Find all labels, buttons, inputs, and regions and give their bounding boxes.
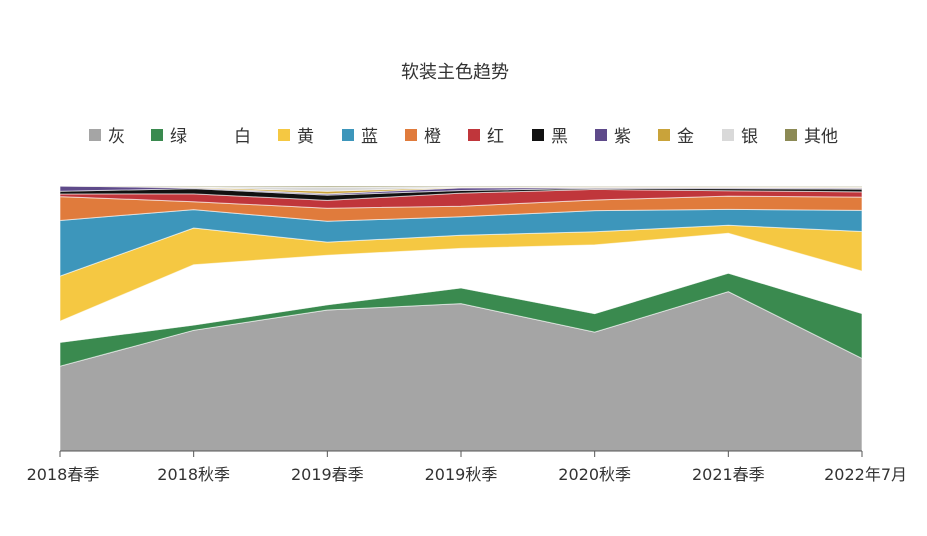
legend-swatch xyxy=(278,129,290,141)
legend-item-1: 绿 xyxy=(151,127,187,147)
legend-item-0: 灰 xyxy=(89,127,125,147)
axes: 2018春季 2018秋季 2019春季 2019秋季 2020秋季 2021春季 2022… xyxy=(27,450,907,484)
legend-swatch xyxy=(342,129,354,141)
legend-label: 红 xyxy=(487,127,504,147)
legend-swatch xyxy=(151,129,163,141)
area-series-group xyxy=(59,185,863,452)
legend-item-7: 黑 xyxy=(532,127,568,147)
legend-label: 蓝 xyxy=(361,127,378,147)
legend-label: 灰 xyxy=(108,127,125,147)
legend-label: 绿 xyxy=(170,127,187,147)
x-tick-label: 2021春季 xyxy=(692,465,765,484)
legend-item-9: 金 xyxy=(658,127,694,147)
legend-label: 白 xyxy=(234,127,251,147)
legend-item-10: 银 xyxy=(722,127,758,147)
legend-label: 橙 xyxy=(424,127,441,147)
legend-swatch xyxy=(215,129,227,141)
x-tick-label: 2019春季 xyxy=(291,465,364,484)
legend-label: 银 xyxy=(741,127,758,147)
x-tick-label: 2018秋季 xyxy=(157,465,230,484)
legend-item-11: 其他 xyxy=(785,127,838,147)
chart-title: 软装主色趋势 xyxy=(401,62,509,83)
legend-item-4: 蓝 xyxy=(342,127,378,147)
legend-label: 黄 xyxy=(297,127,314,147)
legend-item-8: 紫 xyxy=(595,127,631,147)
legend-item-3: 黄 xyxy=(278,127,314,147)
plot-area: 2018春季 2018秋季 2019春季 2019秋季 2020秋季 2021春季 2022… xyxy=(27,185,907,484)
legend-item-5: 橙 xyxy=(405,127,441,147)
legend-label: 其他 xyxy=(804,127,838,147)
x-tick-label: 2020秋季 xyxy=(558,465,631,484)
legend-item-6: 红 xyxy=(468,127,504,147)
x-tick-label: 2022年7月 xyxy=(824,465,907,484)
x-tick-label: 2018春季 xyxy=(27,465,100,484)
legend-swatch xyxy=(468,129,480,141)
legend-swatch xyxy=(658,129,670,141)
legend-swatch xyxy=(89,129,101,141)
legend-label: 黑 xyxy=(551,127,568,147)
area-series-11 xyxy=(59,185,863,188)
legend-swatch xyxy=(405,129,417,141)
legend-swatch xyxy=(785,129,797,141)
legend-swatch xyxy=(595,129,607,141)
legend-swatch xyxy=(722,129,734,141)
x-tick-label: 2019秋季 xyxy=(425,465,498,484)
legend-label: 紫 xyxy=(614,127,631,147)
legend-swatch xyxy=(532,129,544,141)
legend-item-2: 白 xyxy=(215,127,251,147)
legend-label: 金 xyxy=(677,127,694,147)
legend: 灰 绿 白 黄 蓝 橙 红 黑 紫 金 银 其他 xyxy=(89,127,838,147)
